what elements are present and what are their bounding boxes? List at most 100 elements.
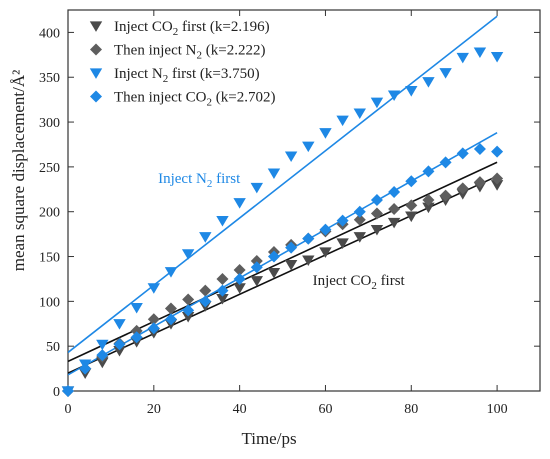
series-1-point <box>422 202 435 214</box>
series-3-point <box>199 232 212 243</box>
series-2-point <box>422 194 435 207</box>
series-4-point <box>422 165 435 178</box>
series-3-point <box>336 115 349 127</box>
x-tick-label: 0 <box>65 402 72 417</box>
series-4-point <box>147 322 160 335</box>
series-2-point <box>439 189 452 202</box>
text-part: first <box>377 273 406 289</box>
legend-label-3: Inject N2 first (k=3.750) <box>114 66 260 85</box>
text-part: (k=2.702) <box>212 90 275 106</box>
x-tick-label: 40 <box>233 402 247 417</box>
series-3-point <box>302 141 315 153</box>
text-part: first (k=2.196) <box>178 19 269 35</box>
series-4-point <box>491 145 504 158</box>
series-2-point <box>164 302 177 315</box>
series-1-point <box>113 346 126 357</box>
text-part: Inject CO <box>114 19 173 35</box>
annotation-1: Inject N2 first <box>158 171 241 190</box>
series-1-point <box>405 211 418 223</box>
series-1-point <box>336 238 349 249</box>
series-3-point <box>439 68 452 79</box>
series-4-point <box>439 156 452 169</box>
series-1-point <box>490 180 504 191</box>
x-tick-label: 80 <box>404 402 418 417</box>
series-1-point <box>216 294 229 305</box>
series-4-point <box>285 241 298 254</box>
series-4-point <box>216 284 229 297</box>
legend-marker-4 <box>90 90 102 103</box>
series-2-point <box>491 172 504 185</box>
x-tick-label: 20 <box>147 402 161 417</box>
series-3-point <box>319 128 332 139</box>
series-2-point <box>405 199 418 212</box>
series-3-point <box>250 182 263 194</box>
series-3-point <box>353 108 366 119</box>
series-3-point <box>456 52 469 64</box>
series-3-point <box>96 339 109 351</box>
y-tick-label: 0 <box>53 385 60 400</box>
series-4-point <box>250 261 263 274</box>
y-tick-label: 300 <box>39 116 60 131</box>
legend-marker-2 <box>90 43 102 56</box>
series-2-point <box>456 182 469 195</box>
series-1-point <box>284 259 298 271</box>
series-4-point <box>388 185 401 198</box>
series-3-point <box>233 198 246 209</box>
y-tick-label: 50 <box>46 340 60 355</box>
text-part: Inject CO <box>313 273 372 289</box>
subscript: 2 <box>173 26 179 38</box>
series-1-point <box>387 217 401 229</box>
series-4-point <box>96 349 109 362</box>
series-1-point <box>181 311 195 323</box>
series-3-point <box>405 86 418 97</box>
series-2-point <box>130 324 143 337</box>
series-3-point <box>284 151 298 163</box>
legend-marker-3 <box>89 68 103 79</box>
series-3-point <box>216 216 229 227</box>
series-2-point <box>388 203 401 216</box>
x-tick-label: 60 <box>318 402 332 417</box>
series-1-point <box>353 232 366 243</box>
series-2-point <box>370 207 383 220</box>
y-tick-label: 150 <box>39 251 60 266</box>
series-2-point <box>473 176 486 189</box>
series-1-point <box>267 268 281 279</box>
x-axis-title: Time/ps <box>241 429 296 448</box>
series-3-point <box>473 47 487 59</box>
series-2-point <box>147 313 160 326</box>
legend-marker-1 <box>89 21 103 32</box>
series-4-point <box>405 175 418 188</box>
series-3-point <box>387 90 401 102</box>
y-tick-label: 200 <box>39 206 60 221</box>
series-4-point <box>164 313 177 326</box>
subscript: 2 <box>196 50 202 62</box>
annotation-2: Inject CO2 first <box>313 273 406 292</box>
series-4-point <box>62 385 74 397</box>
series-4-point <box>130 331 143 344</box>
text-part: Then inject N <box>114 43 197 59</box>
series-1-point <box>250 276 263 287</box>
text-part: Inject N <box>114 66 163 82</box>
subscript: 2 <box>163 73 169 85</box>
series-4-point <box>370 194 383 207</box>
y-tick-label: 250 <box>39 161 60 176</box>
text-part: first <box>212 171 241 187</box>
y-tick-label: 350 <box>39 71 60 86</box>
series-4-point <box>182 304 195 317</box>
series-4-point <box>199 295 212 308</box>
legend-label-1: Inject CO2 first (k=2.196) <box>114 19 270 38</box>
series-3-point <box>130 302 143 314</box>
series-3-point <box>181 249 195 260</box>
series-4-point <box>456 147 469 160</box>
series-3-point <box>422 77 435 88</box>
series-4-point <box>113 338 126 351</box>
text-part: (k=2.222) <box>202 43 265 59</box>
fit-line-3 <box>68 15 498 354</box>
y-axis-title: mean square displacement/Å² <box>9 70 28 271</box>
plot-frame <box>67 9 541 392</box>
y-tick-label: 400 <box>39 26 60 41</box>
series-4-point <box>473 142 486 155</box>
text-part: Then inject CO <box>114 90 207 106</box>
series-1-point <box>370 224 384 236</box>
